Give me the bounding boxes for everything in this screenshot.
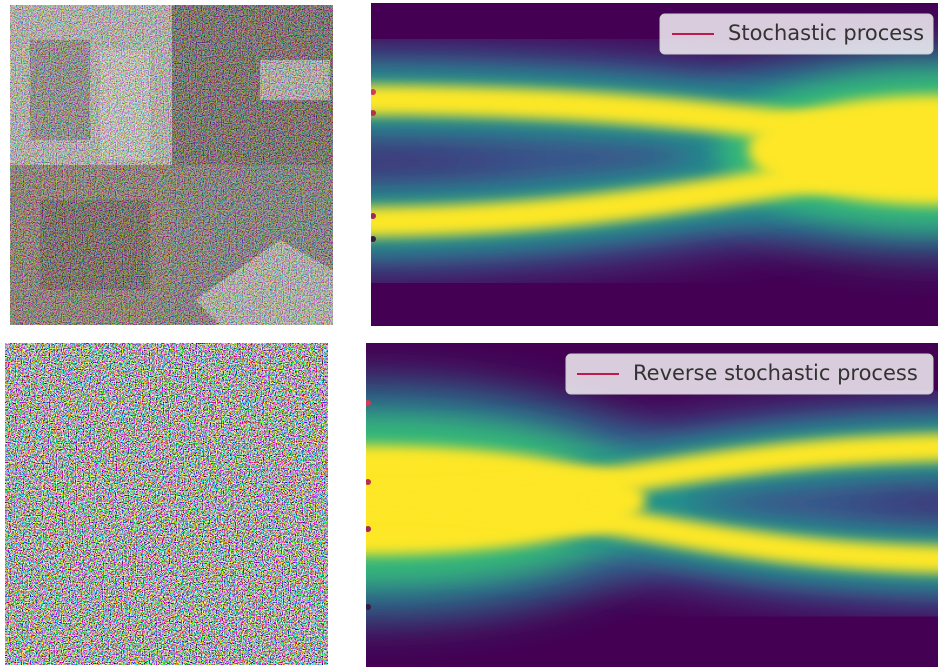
legend: Reverse stochastic process <box>565 353 934 395</box>
noisy-image-grid <box>10 5 333 325</box>
legend-label: Stochastic process <box>728 21 924 45</box>
reverse-density-heatmap <box>366 343 938 667</box>
legend-label: Reverse stochastic process <box>633 361 918 385</box>
forward-density-heatmap <box>371 3 938 326</box>
legend-box <box>565 353 934 395</box>
legend: Stochastic process <box>659 13 934 55</box>
pure-noise-image <box>5 343 328 665</box>
legend-box <box>659 13 934 55</box>
